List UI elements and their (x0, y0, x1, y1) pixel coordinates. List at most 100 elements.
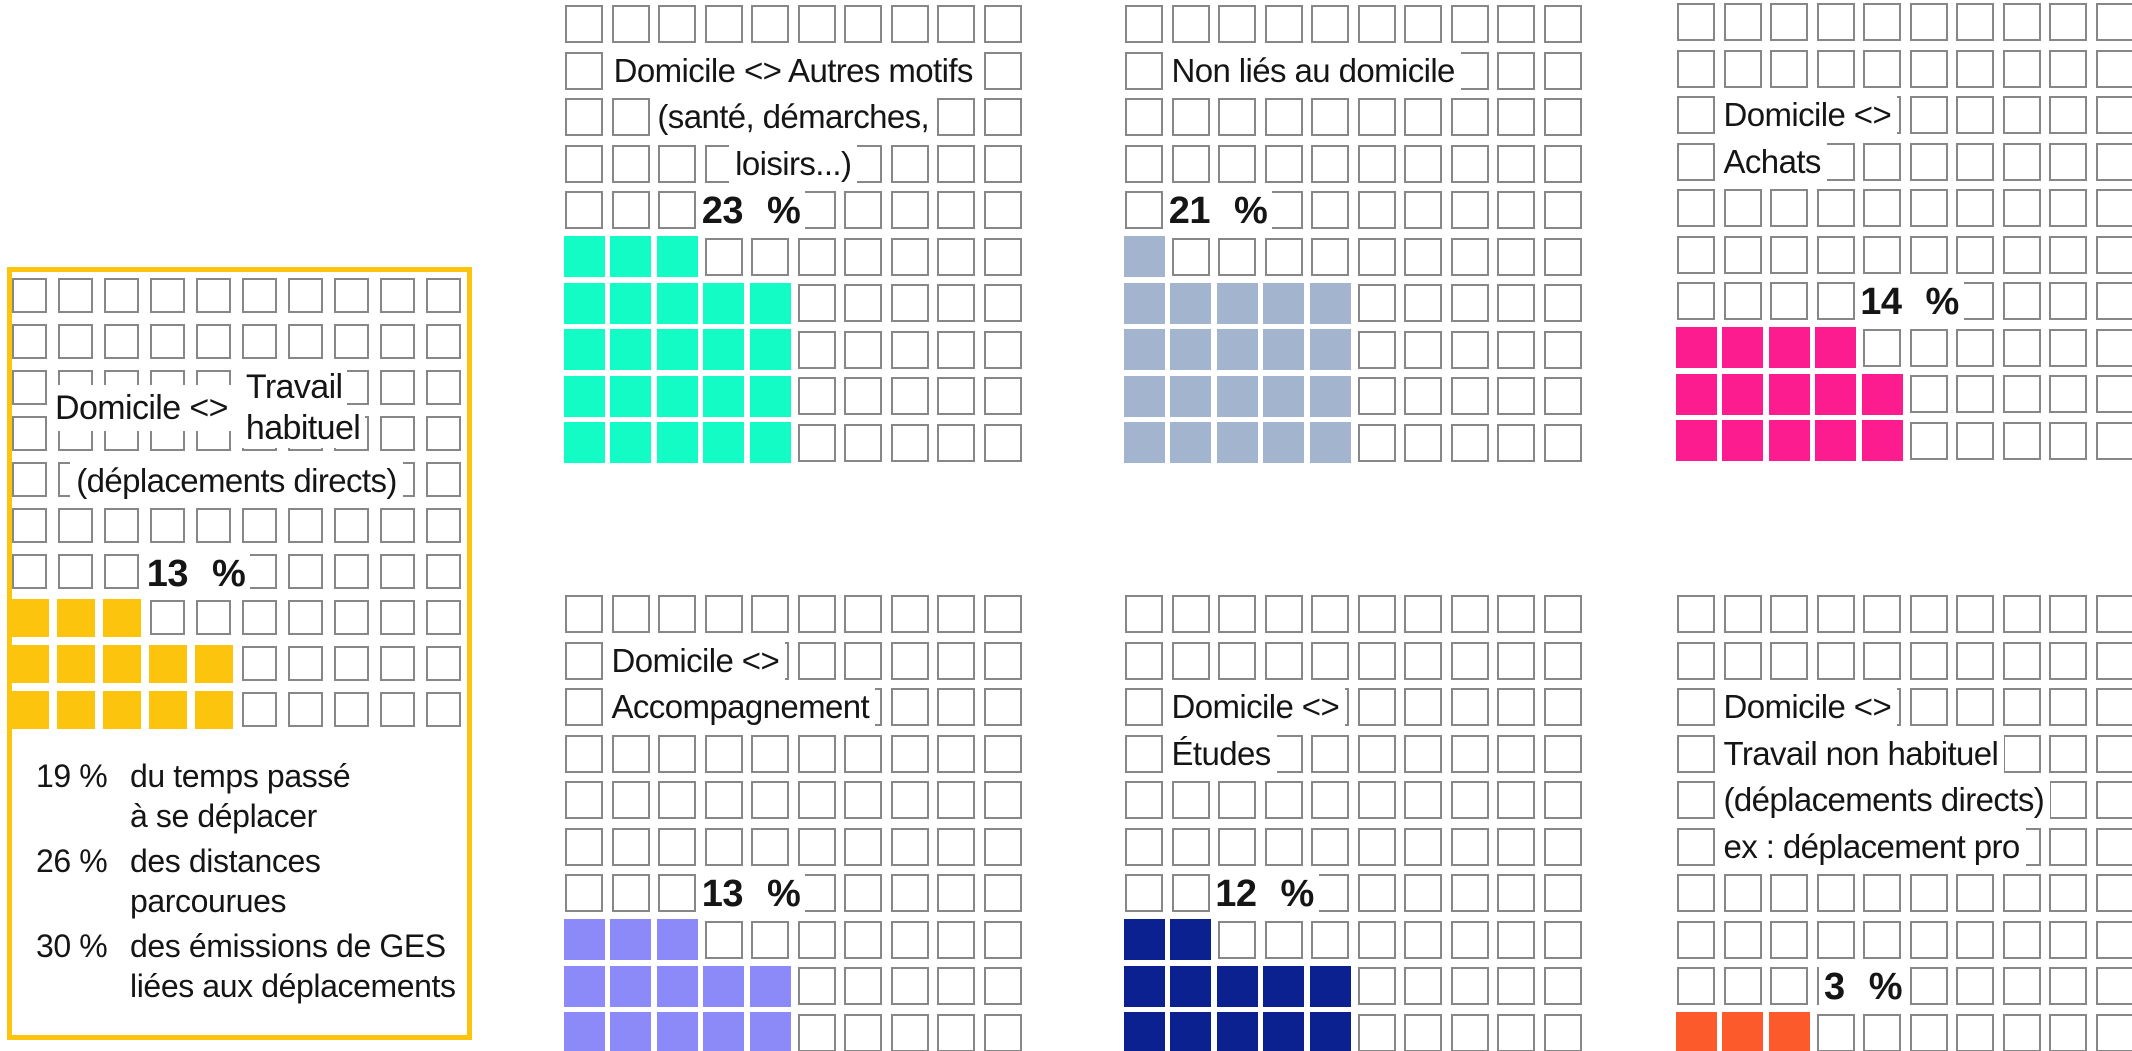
waffle-square-empty (1863, 920, 1901, 959)
stat-description-line: des émissions de GES (130, 928, 446, 964)
waffle-square-filled (1309, 1012, 1351, 1051)
value-label: 14 % (1855, 281, 1964, 323)
waffle-square-empty (1543, 144, 1582, 183)
waffle-square-filled (1263, 329, 1304, 370)
waffle-square-filled (1123, 1012, 1165, 1051)
waffle-square-empty (1171, 98, 1210, 136)
waffle-square-empty (242, 508, 277, 543)
waffle-square-empty (426, 554, 461, 589)
waffle-square-empty (380, 324, 415, 359)
waffle-square-empty (2095, 328, 2132, 367)
chart-title-line: Travail non habituel (1717, 732, 2005, 775)
waffle-square-empty (844, 734, 882, 773)
waffle-square-empty (12, 278, 47, 313)
waffle-square-empty (1723, 920, 1762, 959)
waffle-square-empty (380, 600, 415, 635)
waffle-square-empty (1125, 827, 1163, 866)
waffle-square-empty (1909, 49, 1948, 88)
waffle-square-empty (1543, 827, 1582, 866)
waffle-square-empty (1956, 595, 1994, 633)
waffle-square-empty (196, 324, 231, 359)
waffle-square-empty (1264, 827, 1303, 866)
waffle-square-empty (242, 646, 277, 681)
waffle-square-filled (1722, 327, 1763, 368)
waffle-square-empty (1723, 641, 1762, 680)
waffle-square-empty (58, 554, 93, 589)
waffle-square-empty (2049, 1013, 2087, 1051)
waffle-square-empty (104, 324, 139, 359)
waffle-square-filled (563, 919, 605, 960)
waffle-square-filled (1768, 1012, 1810, 1051)
waffle-square-empty (2002, 142, 2041, 181)
waffle-square-filled (749, 329, 791, 370)
waffle-square-empty (1497, 827, 1535, 866)
waffle-square-filled (563, 422, 605, 463)
value-label-text: 12 % (1210, 873, 1319, 915)
waffle-square-filled (148, 644, 187, 683)
waffle-square-empty (1770, 282, 1808, 320)
waffle-square-empty (2049, 189, 2087, 227)
waffle-square-empty (1863, 189, 1901, 227)
waffle-square-empty (1357, 5, 1396, 43)
waffle-square-empty (937, 734, 975, 773)
waffle-square-empty (1404, 191, 1442, 229)
waffle-square-empty (1863, 595, 1901, 633)
waffle-square-empty (1125, 191, 1163, 229)
waffle-square-empty (1723, 282, 1762, 320)
waffle-square-empty (1357, 967, 1396, 1005)
waffle-square-empty (1770, 920, 1808, 959)
waffle-square-empty (1450, 423, 1489, 462)
waffle-square-filled (703, 965, 744, 1007)
waffle-square-empty (334, 692, 369, 727)
waffle-square-empty (288, 600, 323, 635)
waffle-square-empty (2095, 641, 2132, 680)
waffle-square-empty (150, 278, 185, 313)
waffle-square-empty (2049, 282, 2087, 320)
waffle-square-empty (611, 827, 650, 866)
waffle-square-empty (1357, 595, 1396, 633)
waffle-square-empty (1770, 967, 1808, 1005)
waffle-square-empty (1311, 734, 1349, 773)
waffle-square-empty (983, 423, 1022, 462)
value-label-text: 21 % (1163, 190, 1273, 232)
waffle-square-empty (1497, 284, 1535, 322)
waffle-square-empty (658, 827, 696, 866)
waffle-square-empty (565, 874, 603, 912)
waffle-square-filled (1216, 965, 1258, 1007)
waffle-square-empty (1357, 423, 1396, 462)
waffle-square-empty (1497, 967, 1535, 1005)
waffle-square-filled (1170, 1012, 1211, 1051)
waffle-square-empty (1909, 3, 1948, 41)
waffle-square-empty (1543, 377, 1582, 415)
waffle-square-empty (844, 5, 882, 43)
waffle-square-empty (890, 920, 929, 959)
waffle-square-empty (1956, 3, 1994, 41)
waffle-square-empty (565, 5, 603, 43)
waffle-square-empty (1677, 641, 1715, 680)
waffle-square-empty (1357, 191, 1396, 229)
waffle-square-empty (1497, 237, 1535, 276)
waffle-square-empty (1677, 734, 1715, 773)
waffle-square-empty (1677, 3, 1715, 41)
stat-value: 19 % (36, 758, 108, 794)
waffle-square-empty (1357, 734, 1396, 773)
waffle-square-empty (983, 920, 1022, 959)
waffle-square-empty (797, 284, 836, 322)
waffle-square-empty (611, 144, 650, 183)
waffle-square-empty (334, 508, 369, 543)
waffle-square-empty (890, 377, 929, 415)
waffle-square-empty (937, 874, 975, 912)
waffle-square-empty (937, 423, 975, 462)
waffle-square-empty (1218, 641, 1256, 680)
waffle-square-empty (890, 641, 929, 680)
waffle-square-empty (844, 920, 882, 959)
waffle-square-empty (1497, 688, 1535, 726)
stat-row: 19 % du temps passé à se déplacer (36, 756, 462, 836)
waffle-square-empty (937, 98, 975, 136)
value-label-text: 14 % (1855, 281, 1964, 323)
waffle-square-empty (797, 423, 836, 462)
waffle-square-empty (1450, 284, 1489, 322)
waffle-square-filled (1216, 422, 1258, 463)
waffle-square-empty (426, 462, 461, 497)
waffle-square-empty (242, 324, 277, 359)
